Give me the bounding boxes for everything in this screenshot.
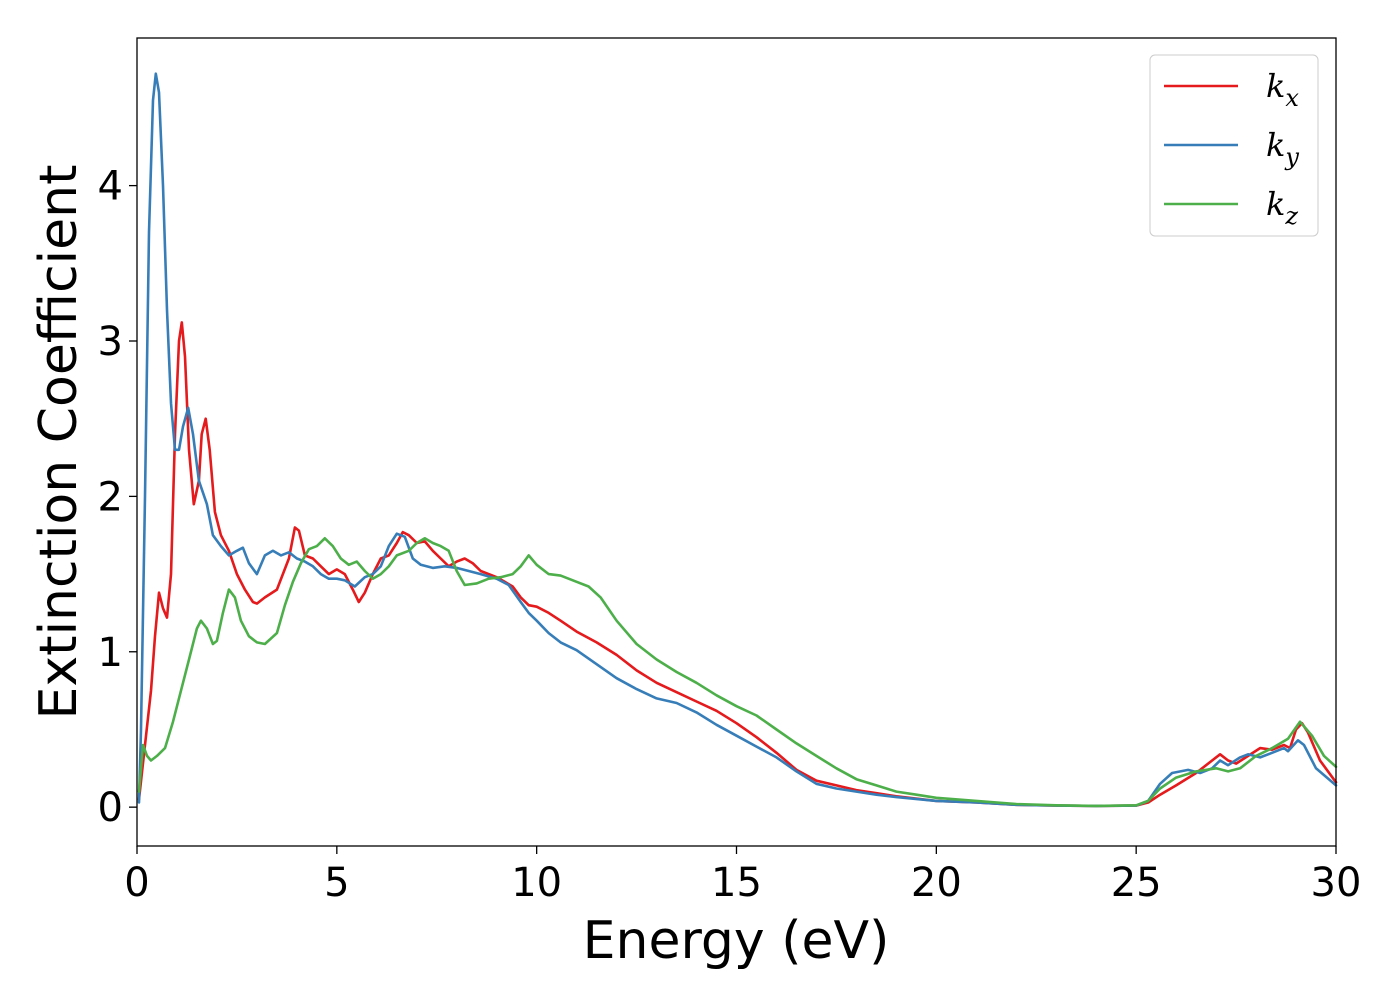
y-tick-label: 2 xyxy=(98,474,123,520)
x-tick-label: 15 xyxy=(711,860,762,906)
x-tick-label: 10 xyxy=(511,860,562,906)
y-tick-label: 3 xyxy=(98,319,123,365)
x-axis-title: Energy (eV) xyxy=(583,911,890,971)
legend-label-subscript: z xyxy=(1284,202,1298,230)
x-tick-label: 25 xyxy=(1111,860,1162,906)
legend-label-z: kz xyxy=(1266,185,1298,230)
series-layer xyxy=(137,72,1338,808)
legend-label-x: kx xyxy=(1266,67,1299,112)
legend-label-y: ky xyxy=(1266,126,1299,171)
plot-area xyxy=(137,38,1336,846)
series-line-z xyxy=(137,537,1338,808)
y-tick-label: 1 xyxy=(98,630,123,676)
y-tick-label: 4 xyxy=(98,164,123,210)
y-axis-ticks: 0 1 2 3 4 xyxy=(98,164,137,831)
legend-label-base: k xyxy=(1266,185,1285,223)
legend-label-base: k xyxy=(1266,67,1285,105)
x-axis-ticks: 0 5 10 15 20 25 30 xyxy=(124,846,1361,906)
x-tick-label: 0 xyxy=(124,860,149,906)
y-tick-label: 0 xyxy=(98,785,123,831)
legend-label-subscript: y xyxy=(1284,143,1299,171)
legend-label-base: k xyxy=(1266,126,1285,164)
x-tick-label: 5 xyxy=(324,860,349,906)
x-tick-label: 20 xyxy=(911,860,962,906)
legend-label-subscript: x xyxy=(1285,84,1299,112)
series-line-y xyxy=(137,72,1338,808)
y-axis-title: Extinction Coefficient xyxy=(29,165,89,720)
x-tick-label: 30 xyxy=(1311,860,1362,906)
